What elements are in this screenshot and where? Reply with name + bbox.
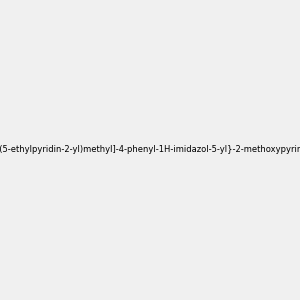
Text: 5-{1-[(5-ethylpyridin-2-yl)methyl]-4-phenyl-1H-imidazol-5-yl}-2-methoxypyrimidin: 5-{1-[(5-ethylpyridin-2-yl)methyl]-4-phe… [0, 146, 300, 154]
